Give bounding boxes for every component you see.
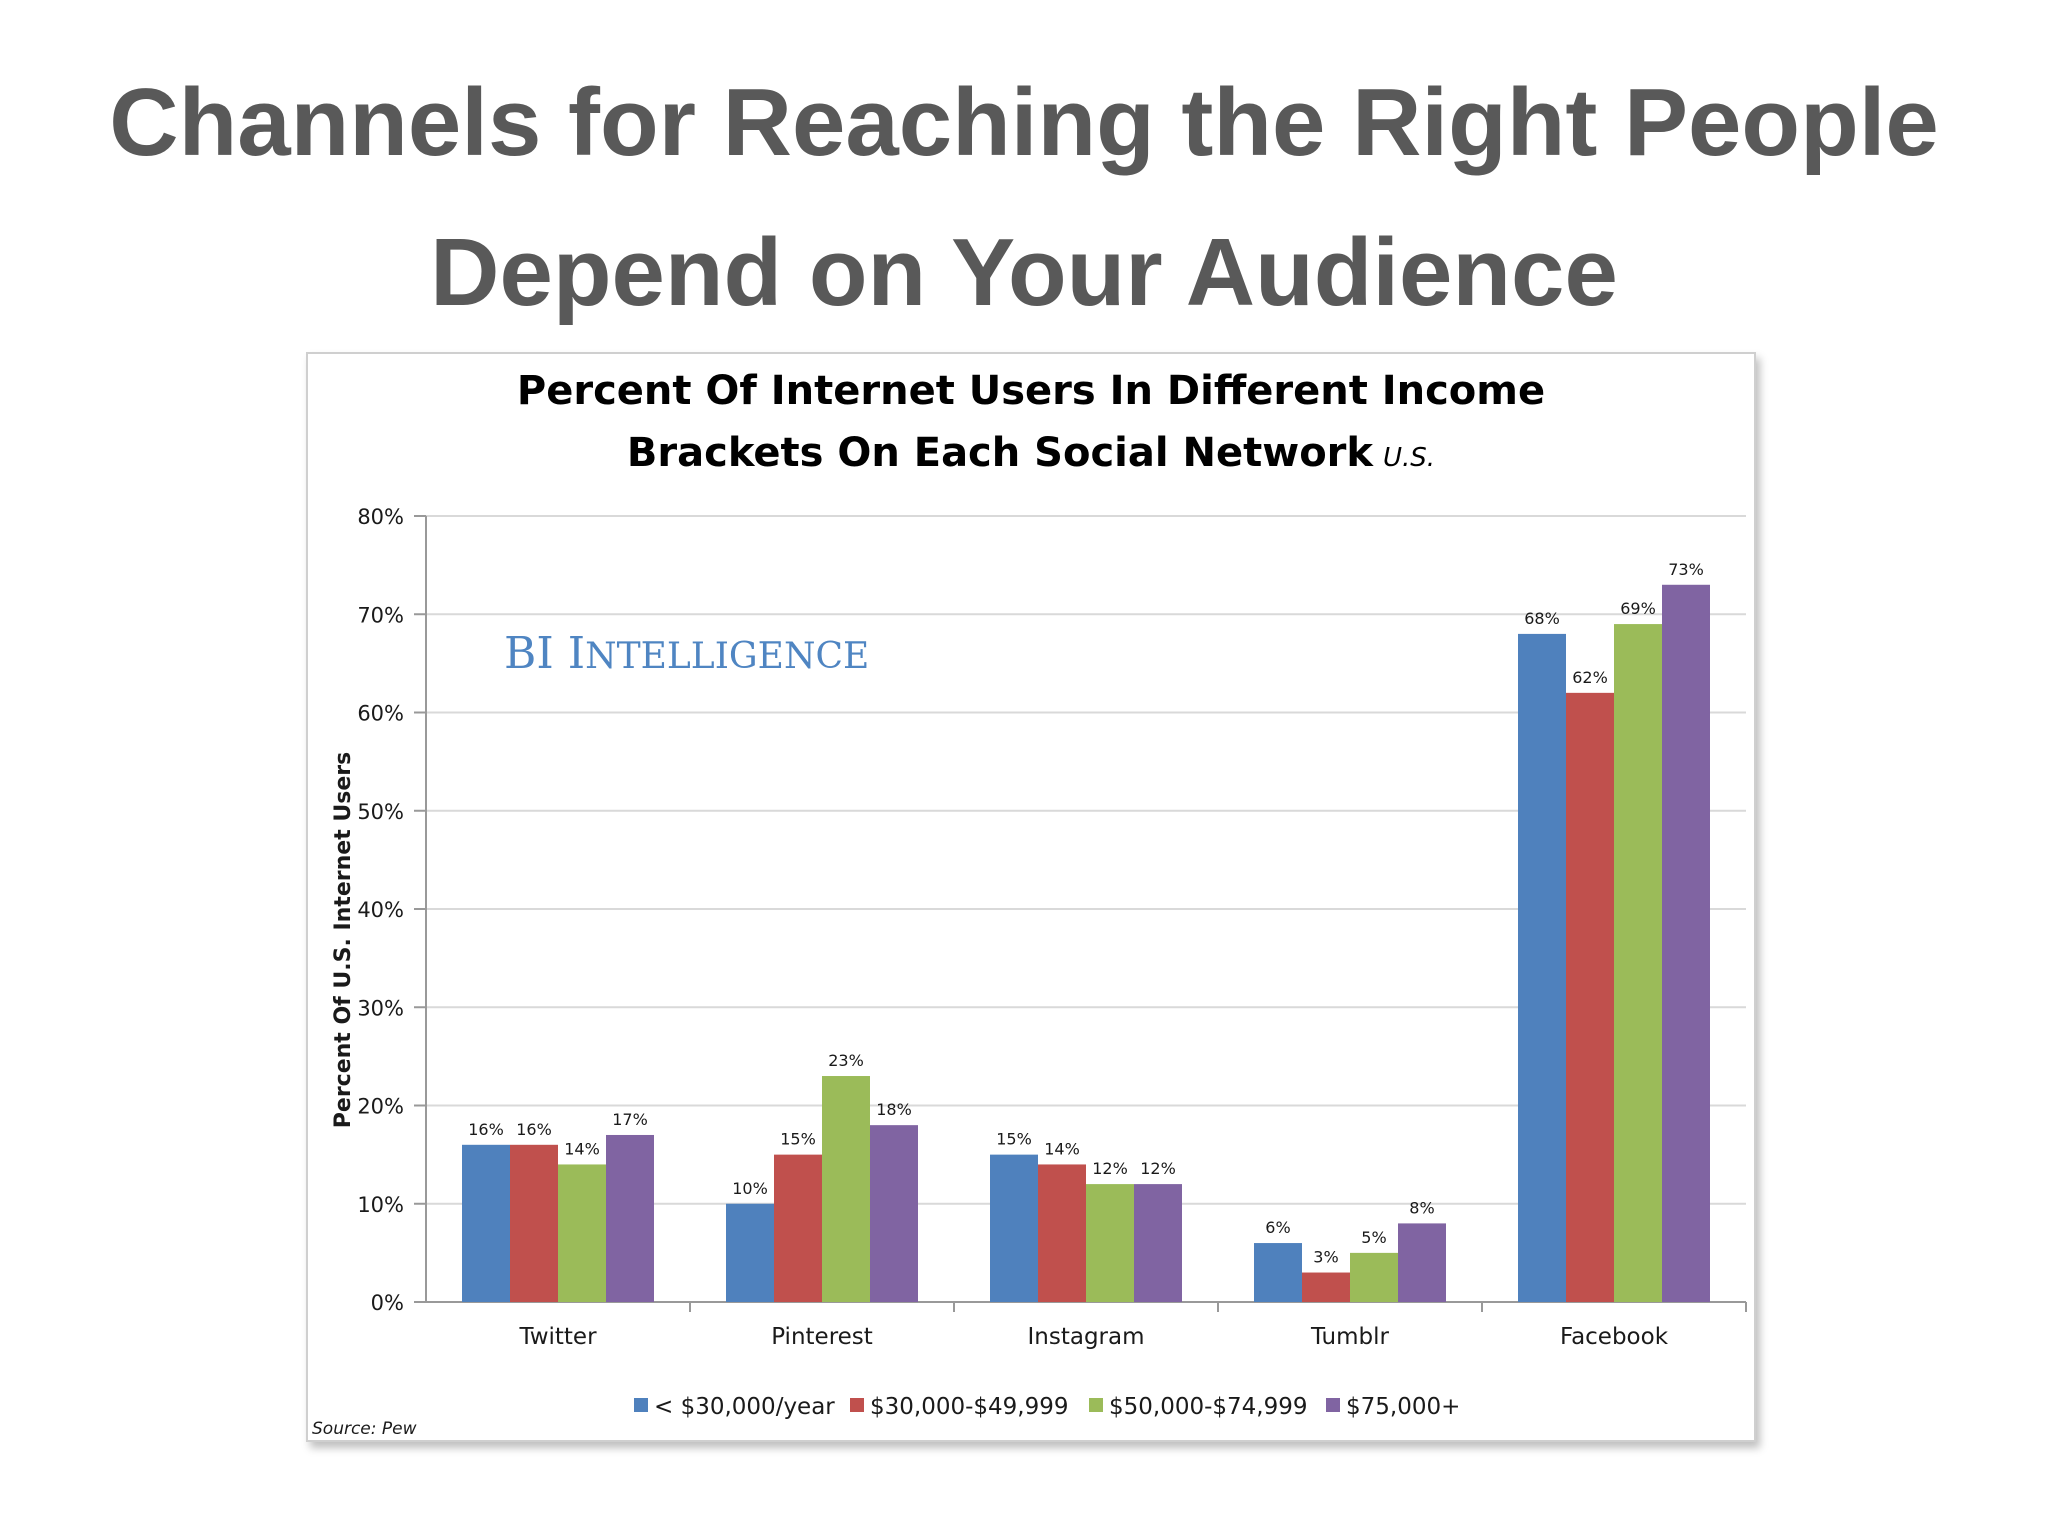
bar-tumblr-series-3 (1398, 1223, 1446, 1302)
bar-pinterest-series-3 (870, 1125, 918, 1302)
xtick-label-tumblr: Tumblr (1310, 1324, 1390, 1350)
xtick-label-facebook: Facebook (1560, 1324, 1669, 1350)
bar-twitter-series-2 (558, 1164, 606, 1302)
y-axis-label: Percent Of U.S. Internet Users (331, 752, 356, 1128)
slide-title-line-1: Channels for Reaching the Right People (109, 69, 1939, 176)
bar-facebook-series-0 (1518, 633, 1566, 1302)
bar-facebook-series-3 (1662, 584, 1710, 1302)
ytick-label: 30% (357, 996, 404, 1020)
bar-instagram-series-3 (1134, 1184, 1182, 1302)
bi-intelligence-watermark: BI INTELLIGENCE (504, 628, 869, 679)
ytick-label: 0% (371, 1291, 404, 1315)
legend-swatch-2 (1089, 1398, 1103, 1412)
xtick-label-twitter: Twitter (518, 1324, 597, 1350)
xtick-label-instagram: Instagram (1027, 1324, 1144, 1350)
source-note: Source: Pew (312, 1419, 417, 1439)
legend-swatch-0 (634, 1398, 648, 1412)
data-label: 14% (1044, 1139, 1080, 1158)
slide-title-line-2: Depend on Your Audience (430, 219, 1618, 326)
bars (462, 584, 1710, 1302)
legend-label-3: $75,000+ (1346, 1394, 1460, 1420)
bar-twitter-series-1 (510, 1144, 558, 1302)
data-label: 73% (1668, 560, 1704, 579)
legend-swatch-3 (1326, 1398, 1340, 1412)
data-label: 17% (612, 1110, 648, 1129)
data-label: 15% (780, 1130, 816, 1149)
ytick-label: 70% (357, 603, 404, 627)
bar-instagram-series-1 (1038, 1164, 1086, 1302)
income-social-network-bar-chart: Percent Of Internet Users In Different I… (312, 368, 1747, 1439)
data-label: 12% (1140, 1159, 1176, 1178)
ytick-label: 50% (357, 800, 404, 824)
bar-facebook-series-1 (1566, 692, 1614, 1302)
legend: < $30,000/year $30,000-$49,999 $50,000-$74… (634, 1394, 1460, 1420)
data-label: 14% (564, 1139, 600, 1158)
chart-title-line-1: Percent Of Internet Users In Different I… (517, 368, 1545, 414)
bar-pinterest-series-0 (726, 1203, 774, 1302)
data-label: 12% (1092, 1159, 1128, 1178)
data-label: 8% (1409, 1198, 1434, 1217)
bar-twitter-series-0 (462, 1144, 510, 1302)
chart-frame: Percent Of Internet Users In Different I… (306, 352, 1756, 1442)
bar-instagram-series-2 (1086, 1184, 1134, 1302)
data-label: 5% (1361, 1228, 1386, 1247)
data-label: 23% (828, 1051, 864, 1070)
x-axis-ticks: Twitter Pinterest Instagram Tumblr Facebook (518, 1302, 1747, 1350)
legend-swatch-1 (850, 1398, 864, 1412)
data-label: 69% (1620, 599, 1656, 618)
legend-label-2: $50,000-$74,999 (1109, 1394, 1308, 1420)
data-label: 6% (1265, 1218, 1290, 1237)
slide-title: Channels for Reaching the Right People D… (0, 48, 2048, 348)
chart-title-region: U.S. (1383, 443, 1435, 473)
ytick-label: 80% (357, 505, 404, 529)
data-label: 15% (996, 1130, 1032, 1149)
data-label: 10% (732, 1179, 768, 1198)
ytick-label: 60% (357, 702, 404, 726)
ytick-label: 10% (357, 1193, 404, 1217)
y-axis-ticks: 0% 10% 20% 30% 40% 50% 60% 70% 80% (357, 505, 426, 1315)
legend-label-1: $30,000-$49,999 (870, 1394, 1069, 1420)
data-label: 3% (1313, 1248, 1338, 1267)
bar-twitter-series-3 (606, 1134, 654, 1302)
bar-tumblr-series-1 (1302, 1272, 1350, 1302)
data-label: 16% (516, 1120, 552, 1139)
data-label: 18% (876, 1100, 912, 1119)
ytick-label: 40% (357, 898, 404, 922)
ytick-label: 20% (357, 1095, 404, 1119)
data-label: 68% (1524, 609, 1560, 628)
data-label: 16% (468, 1120, 504, 1139)
legend-label-0: < $30,000/year (654, 1394, 835, 1420)
bar-instagram-series-0 (990, 1154, 1038, 1302)
data-labels: 16% 16% 14% 17% 10% 15% 23% 18% 15% 14% 12% 12% 6% 3%… (468, 560, 1704, 1267)
chart-title-line-2-main: Brackets On Each Social Network (627, 430, 1374, 476)
chart-title-line-2: Brackets On Each Social Network U.S. (627, 430, 1435, 476)
data-label: 62% (1572, 668, 1608, 687)
bar-tumblr-series-2 (1350, 1252, 1398, 1302)
bar-pinterest-series-2 (822, 1076, 870, 1302)
bar-tumblr-series-0 (1254, 1243, 1302, 1302)
bar-pinterest-series-1 (774, 1154, 822, 1302)
bar-facebook-series-2 (1614, 624, 1662, 1302)
xtick-label-pinterest: Pinterest (771, 1324, 873, 1350)
